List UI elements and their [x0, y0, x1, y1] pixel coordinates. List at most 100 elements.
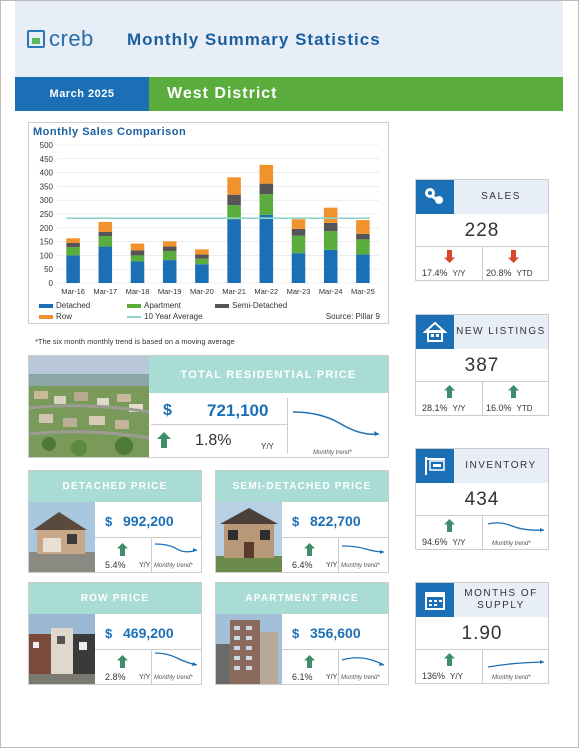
x-tick-label: Mar-17: [93, 287, 117, 296]
house-icon: [416, 315, 454, 349]
months-supply-up-arrow-icon: [444, 653, 455, 666]
apartment-price-value: 356,600: [310, 625, 361, 641]
legend-apartment: Apartment: [127, 301, 181, 310]
row-trend-line: [154, 652, 198, 666]
new-listings-stat-card: NEW LISTINGS 387 28.1% Y/Y 16.0% YTD: [415, 314, 549, 416]
x-tick-label: Mar-25: [351, 287, 375, 296]
bar-segment-detached: [98, 246, 113, 283]
detached-pct: 5.4%: [105, 560, 126, 570]
keys-icon: [416, 180, 454, 214]
months-supply-trend-line: [487, 660, 545, 668]
legend-detached: Detached: [39, 301, 90, 310]
new-listings-ytd-up-arrow-icon: [508, 385, 519, 398]
sales-yy-down-arrow-icon: [444, 250, 455, 263]
detached-title: DETACHED PRICE: [29, 471, 201, 502]
detached-trend-label: Monthly trend*: [154, 563, 193, 569]
semi-pct: 6.4%: [292, 560, 313, 570]
semi-title: SEMI-DETACHED PRICE: [216, 471, 388, 502]
sales-ytd-pct: 20.8% YTD: [486, 268, 533, 278]
inventory-trend-line: [487, 522, 545, 532]
months-supply-trend-label: Monthly trend*: [492, 675, 531, 681]
apartment-title: APARTMENT PRICE: [216, 583, 388, 614]
inventory-trend-label: Monthly trend*: [492, 541, 531, 547]
y-tick-label: 100: [40, 251, 54, 260]
y-tick-label: 200: [40, 224, 54, 233]
inventory-stat-card: INVENTORY 434 94.6% Y/Y Monthly trend*: [415, 448, 549, 550]
bar-segment-detached: [66, 255, 80, 283]
trend-note: *The six month monthly trend is based on…: [35, 337, 235, 346]
semi-detached-house-photo: [216, 502, 282, 572]
bar-segment-apartment: [66, 247, 80, 256]
y-tick-label: 300: [40, 196, 54, 205]
months-supply-yy-pct: 136% Y/Y: [422, 671, 463, 681]
y-tick-label: 450: [40, 155, 54, 164]
bar-segment-detached: [291, 253, 306, 283]
bar-segment-detached: [162, 260, 177, 283]
bar-segment-row: [323, 207, 338, 223]
apartment-price-card: APARTMENT PRICE $ 356,600 6.1% Y/Y Month…: [215, 582, 389, 685]
bar-segment-row: [259, 164, 274, 184]
inventory-yy-pct: 94.6% Y/Y: [422, 537, 466, 547]
bar-segment-apartment: [356, 239, 370, 255]
creb-logo: creb: [27, 26, 94, 51]
bar-segment-detached: [195, 264, 209, 283]
x-tick-label: Mar-24: [319, 287, 343, 296]
x-tick-label: Mar-23: [287, 287, 311, 296]
detached-yy: Y/Y: [139, 562, 151, 569]
new-listings-label: NEW LISTINGS: [454, 315, 548, 349]
y-tick-label: 500: [40, 141, 54, 150]
y-tick-label: 400: [40, 169, 54, 178]
sales-chart-svg: 0 50 100 150 200 250 300 350 400 450 500 Mar-16 Mar-…: [40, 141, 379, 296]
y-tick-label: 150: [40, 238, 54, 247]
detached-dollar-sign: $: [105, 514, 113, 529]
months-of-supply-value: 1.90: [461, 623, 503, 644]
bar-segment-semi-detached: [227, 194, 241, 206]
x-tick-label: Mar-19: [158, 287, 182, 296]
bar-segment-row: [195, 249, 209, 255]
x-tick-label: Mar-20: [190, 287, 214, 296]
bar-segment-detached: [323, 249, 338, 283]
bar-segment-apartment: [291, 235, 306, 254]
y-tick-label: 250: [40, 210, 54, 219]
chart-title: Monthly Sales Comparison: [33, 126, 187, 138]
row-yy: Y/Y: [139, 674, 151, 681]
semi-yy: Y/Y: [326, 562, 338, 569]
inventory-up-arrow-icon: [444, 519, 455, 532]
row-pct: 2.8%: [105, 672, 126, 682]
bar-segment-apartment: [259, 194, 274, 215]
sales-chart: 0 50 100 150 200 250 300 350 400 450 500 Mar-16 Mar-…: [28, 122, 389, 324]
period-bar: March 2025 West District: [15, 77, 563, 111]
months-of-supply-stat-card: MONTHS OF SUPPLY 1.90 136% Y/Y Monthly t…: [415, 582, 549, 684]
row-title: ROW PRICE: [29, 583, 201, 614]
sales-ytd-down-arrow-icon: [508, 250, 519, 263]
y-tick-label: 350: [40, 182, 54, 191]
new-listings-yy-up-arrow-icon: [444, 385, 455, 398]
aerial-neighbourhood-photo: [29, 356, 149, 457]
bar-segment-apartment: [162, 251, 177, 261]
row-dollar-sign: $: [105, 626, 113, 641]
semi-dollar-sign: $: [292, 514, 300, 529]
bar-segment-detached: [227, 219, 241, 283]
semi-detached-price-card: SEMI-DETACHED PRICE $ 822,700 6.4% Y/Y M…: [215, 470, 389, 573]
apartment-trend-line: [341, 657, 385, 666]
logo-text: creb: [49, 26, 94, 51]
bar-segment-detached: [356, 254, 370, 283]
creb-logo-icon: [27, 30, 45, 48]
bar-segment-detached: [130, 261, 145, 283]
bar-segment-semi-detached: [162, 246, 177, 252]
inventory-label: INVENTORY: [454, 449, 548, 483]
bar-segment-semi-detached: [356, 233, 370, 240]
detached-price-value: 992,200: [123, 513, 174, 529]
apartment-trend-label: Monthly trend*: [341, 675, 380, 681]
semi-trend-label: Monthly trend*: [341, 563, 380, 569]
y-tick-label: 0: [49, 279, 54, 288]
legend-10-year-average: 10 Year Average: [127, 312, 203, 321]
total-up-arrow-icon: [157, 432, 171, 448]
months-of-supply-label: MONTHS OF SUPPLY: [454, 583, 548, 617]
sales-label: SALES: [454, 180, 548, 214]
x-tick-label: Mar-22: [254, 287, 278, 296]
total-dollar-sign: $: [163, 402, 172, 419]
x-tick-label: Mar-21: [222, 287, 246, 296]
apartment-building-photo: [216, 614, 282, 684]
